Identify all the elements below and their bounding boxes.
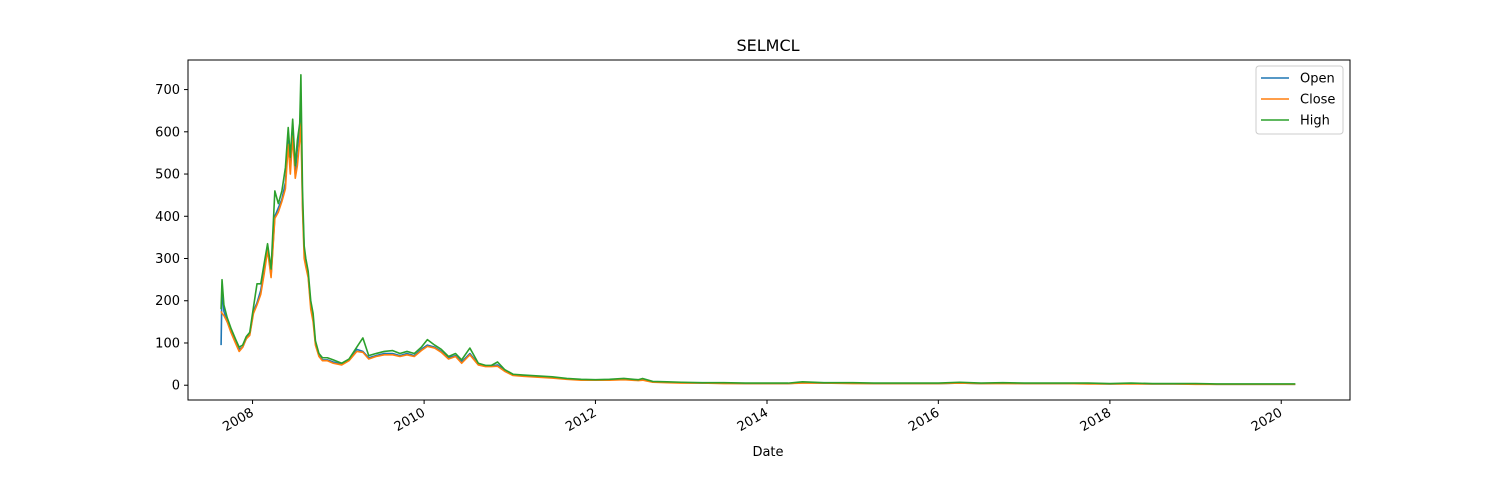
chart-title: SELMCL: [736, 36, 799, 55]
y-axis: 0 100 200 300 400 500 600 700: [155, 83, 188, 394]
plot-area-frame: [187, 59, 1351, 401]
y-tick-label: 400: [155, 210, 180, 225]
legend-box: [1255, 65, 1344, 135]
y-tick-label: 700: [155, 83, 180, 98]
y-tick-label: 300: [155, 252, 180, 267]
series-layer: [220, 73, 1296, 386]
y-tick-label: 500: [155, 168, 180, 183]
y-tick-label: 0: [172, 379, 180, 394]
legend-label-high: High: [1300, 114, 1330, 129]
y-tick-label: 200: [155, 294, 180, 309]
x-axis-label: Date: [752, 445, 783, 460]
legend-label-open: Open: [1300, 72, 1335, 87]
legend: Open Close High: [1255, 65, 1344, 135]
legend-label-close: Close: [1300, 93, 1335, 108]
y-tick-label: 600: [155, 125, 180, 140]
series-line-high: [220, 73, 1296, 385]
y-tick-label: 100: [155, 336, 180, 351]
